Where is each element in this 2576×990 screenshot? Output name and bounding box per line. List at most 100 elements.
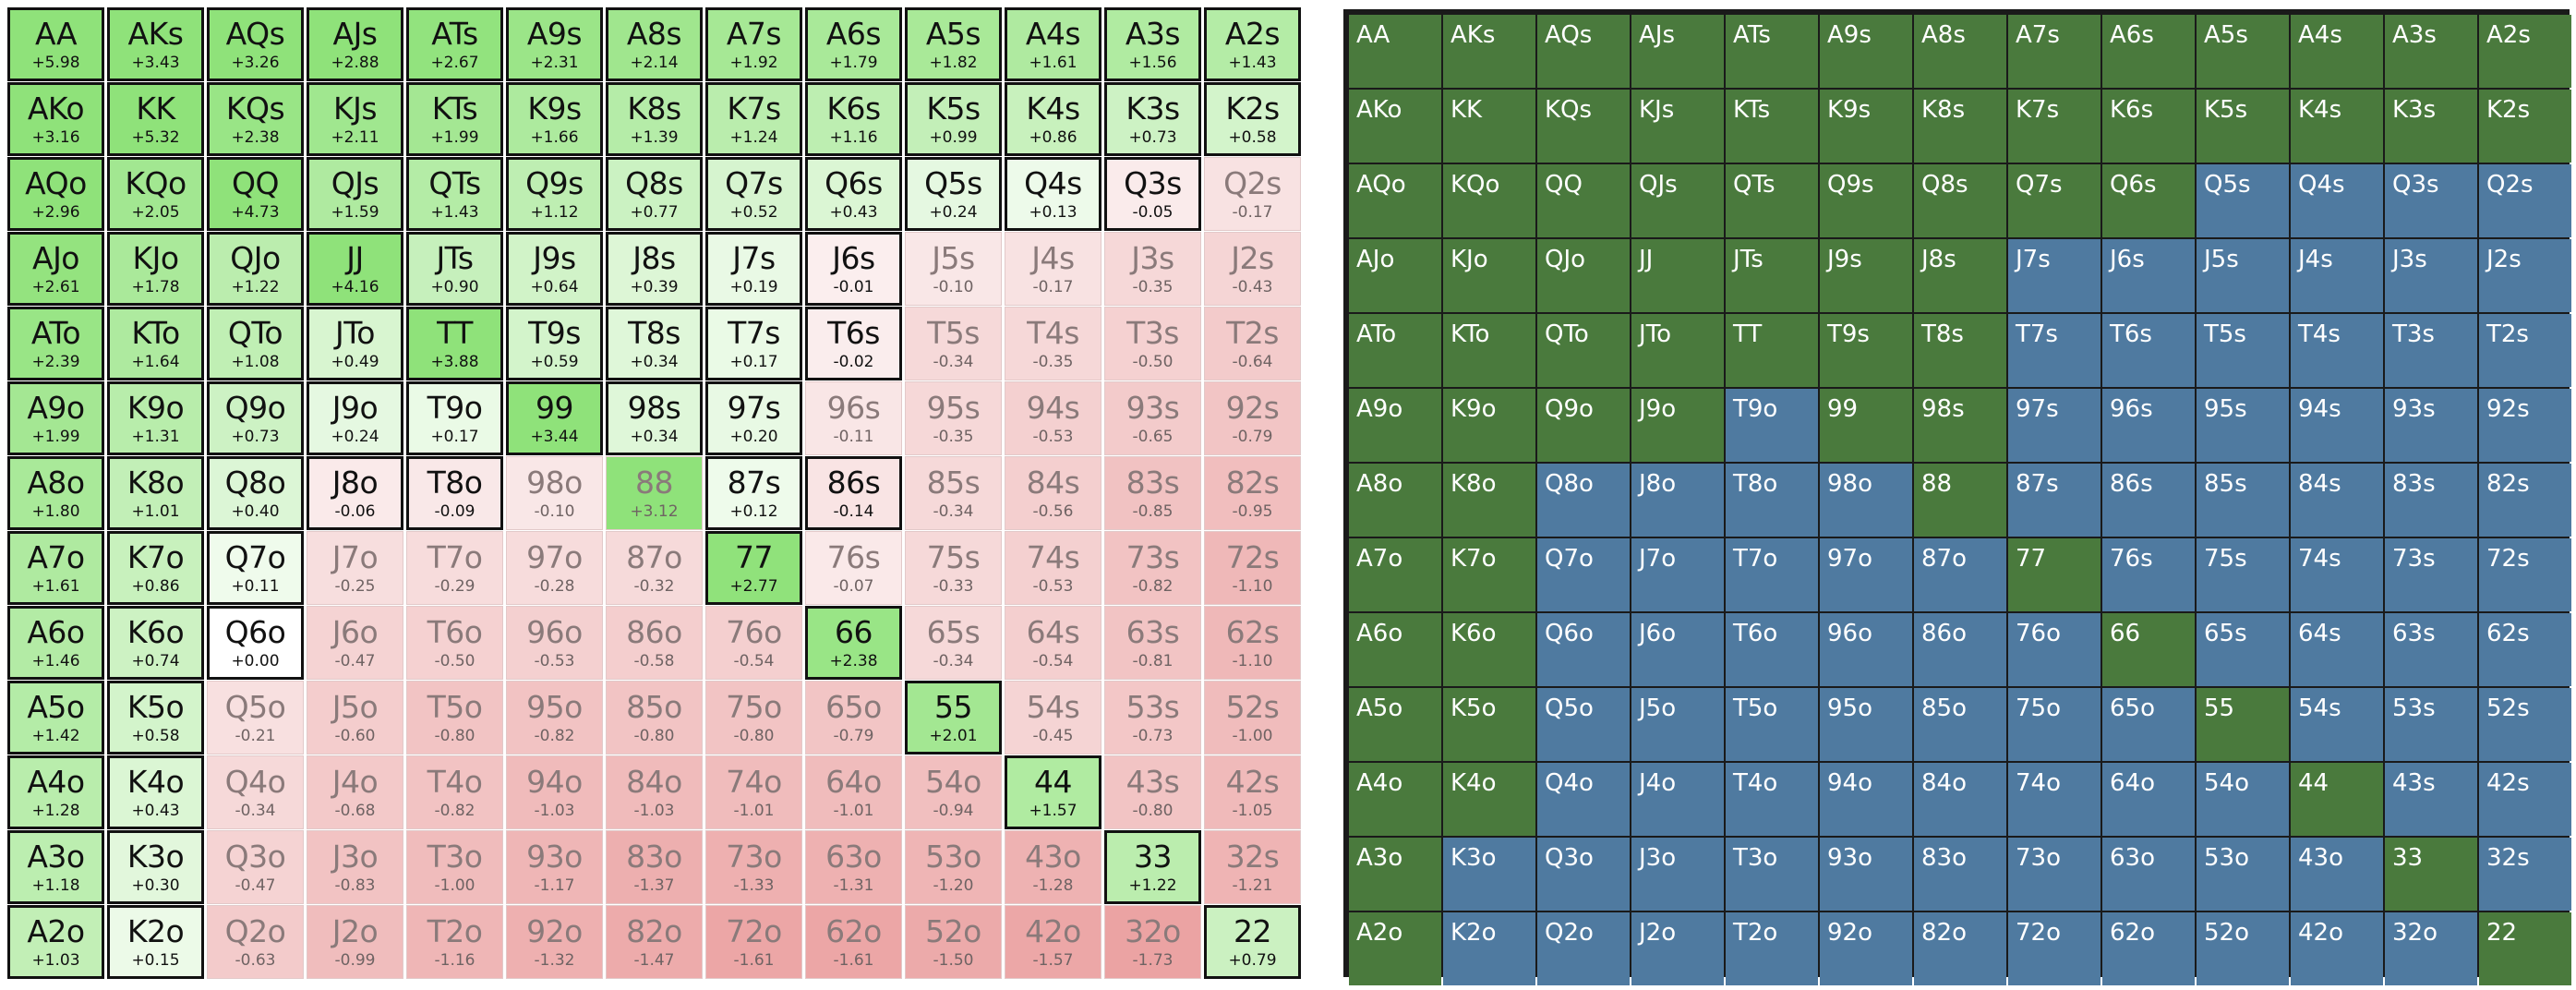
hand-cell[interactable]: J9o +0.24 xyxy=(307,381,403,455)
hand-cell[interactable]: 64s -0.54 xyxy=(1005,606,1101,680)
action-hand-cell[interactable]: K5o xyxy=(1443,688,1535,761)
hand-cell[interactable]: QJs +1.59 xyxy=(307,157,403,231)
hand-cell[interactable]: A3s +1.56 xyxy=(1104,7,1201,81)
hand-cell[interactable]: AJo +2.61 xyxy=(7,232,104,306)
hand-cell[interactable]: 22 +0.79 xyxy=(1204,905,1301,979)
hand-cell[interactable]: K7o +0.86 xyxy=(107,531,204,605)
hand-cell[interactable]: AA +5.98 xyxy=(7,7,104,81)
hand-cell[interactable]: 64o -1.01 xyxy=(805,755,902,829)
action-hand-cell[interactable]: A3o xyxy=(1349,838,1441,911)
action-hand-cell[interactable]: A8s xyxy=(1914,15,2006,88)
hand-cell[interactable]: J2o -0.99 xyxy=(307,905,403,979)
action-hand-cell[interactable]: 95s xyxy=(2197,389,2289,462)
hand-cell[interactable]: J5s -0.10 xyxy=(905,232,1002,306)
action-hand-cell[interactable]: 94o xyxy=(1820,763,1912,836)
action-hand-cell[interactable]: 53o xyxy=(2197,838,2289,911)
action-hand-cell[interactable]: Q3s xyxy=(2385,164,2477,237)
action-hand-cell[interactable]: 65s xyxy=(2197,613,2289,686)
action-hand-cell[interactable]: K7o xyxy=(1443,538,1535,611)
hand-cell[interactable]: 85o -0.80 xyxy=(606,681,703,755)
hand-cell[interactable]: 53o -1.20 xyxy=(905,830,1002,904)
hand-cell[interactable]: Q3o -0.47 xyxy=(207,830,304,904)
hand-cell[interactable]: KTs +1.99 xyxy=(406,82,503,156)
action-hand-cell[interactable]: 75s xyxy=(2197,538,2289,611)
hand-cell[interactable]: 65o -0.79 xyxy=(805,681,902,755)
hand-cell[interactable]: AQo +2.96 xyxy=(7,157,104,231)
action-hand-cell[interactable]: 64o xyxy=(2102,763,2195,836)
action-hand-cell[interactable]: 82s xyxy=(2479,464,2571,537)
action-hand-cell[interactable]: 72s xyxy=(2479,538,2571,611)
action-hand-cell[interactable]: A2o xyxy=(1349,912,1441,985)
action-hand-cell[interactable]: KK xyxy=(1443,90,1535,163)
action-hand-cell[interactable]: J3s xyxy=(2385,239,2477,312)
action-hand-cell[interactable]: QQ xyxy=(1537,164,1630,237)
hand-cell[interactable]: T5o -0.80 xyxy=(406,681,503,755)
action-hand-cell[interactable]: 65o xyxy=(2102,688,2195,761)
action-hand-cell[interactable]: JJ xyxy=(1631,239,1724,312)
action-hand-cell[interactable]: 32s xyxy=(2479,838,2571,911)
hand-cell[interactable]: 98o -0.10 xyxy=(506,456,603,530)
hand-cell[interactable]: J9s +0.64 xyxy=(506,232,603,306)
action-hand-cell[interactable]: KTo xyxy=(1443,314,1535,387)
hand-cell[interactable]: T7s +0.17 xyxy=(705,307,802,380)
action-hand-cell[interactable]: A9o xyxy=(1349,389,1441,462)
hand-cell[interactable]: ATs +2.67 xyxy=(406,7,503,81)
hand-cell[interactable]: KQo +2.05 xyxy=(107,157,204,231)
hand-cell[interactable]: J8s +0.39 xyxy=(606,232,703,306)
action-hand-cell[interactable]: T9o xyxy=(1726,389,1818,462)
hand-cell[interactable]: K8s +1.39 xyxy=(606,82,703,156)
action-hand-cell[interactable]: 62o xyxy=(2102,912,2195,985)
action-hand-cell[interactable]: 62s xyxy=(2479,613,2571,686)
hand-cell[interactable]: 82s -0.95 xyxy=(1204,456,1301,530)
hand-cell[interactable]: Q2o -0.63 xyxy=(207,905,304,979)
hand-cell[interactable]: A8o +1.80 xyxy=(7,456,104,530)
action-hand-cell[interactable]: 82o xyxy=(1914,912,2006,985)
action-hand-cell[interactable]: 86o xyxy=(1914,613,2006,686)
hand-cell[interactable]: 75s -0.33 xyxy=(905,531,1002,605)
hand-cell[interactable]: K8o +1.01 xyxy=(107,456,204,530)
hand-cell[interactable]: 73o -1.33 xyxy=(705,830,802,904)
hand-cell[interactable]: KJs +2.11 xyxy=(307,82,403,156)
action-hand-cell[interactable]: T8s xyxy=(1914,314,2006,387)
action-hand-cell[interactable]: J8o xyxy=(1631,464,1724,537)
hand-cell[interactable]: K5s +0.99 xyxy=(905,82,1002,156)
hand-cell[interactable]: K4o +0.43 xyxy=(107,755,204,829)
action-hand-cell[interactable]: T4o xyxy=(1726,763,1818,836)
action-hand-cell[interactable]: QJo xyxy=(1537,239,1630,312)
hand-cell[interactable]: 42s -1.05 xyxy=(1204,755,1301,829)
action-hand-cell[interactable]: QJs xyxy=(1631,164,1724,237)
action-hand-cell[interactable]: QTs xyxy=(1726,164,1818,237)
action-hand-cell[interactable]: T8o xyxy=(1726,464,1818,537)
action-hand-cell[interactable]: 63s xyxy=(2385,613,2477,686)
action-hand-cell[interactable]: Q8o xyxy=(1537,464,1630,537)
action-hand-cell[interactable]: Q9o xyxy=(1537,389,1630,462)
action-hand-cell[interactable]: A4s xyxy=(2291,15,2383,88)
hand-cell[interactable]: 88 +3.12 xyxy=(606,456,703,530)
hand-cell[interactable]: J5o -0.60 xyxy=(307,681,403,755)
hand-cell[interactable]: 87o -0.32 xyxy=(606,531,703,605)
hand-cell[interactable]: A9s +2.31 xyxy=(506,7,603,81)
hand-cell[interactable]: 63s -0.81 xyxy=(1104,606,1201,680)
action-hand-cell[interactable]: 85o xyxy=(1914,688,2006,761)
action-hand-cell[interactable]: T5s xyxy=(2197,314,2289,387)
action-hand-cell[interactable]: K8s xyxy=(1914,90,2006,163)
action-hand-cell[interactable]: AQo xyxy=(1349,164,1441,237)
hand-cell[interactable]: T4s -0.35 xyxy=(1005,307,1101,380)
action-hand-cell[interactable]: Q2o xyxy=(1537,912,1630,985)
hand-cell[interactable]: 87s +0.12 xyxy=(705,456,802,530)
action-hand-cell[interactable]: 96s xyxy=(2102,389,2195,462)
hand-cell[interactable]: J4s -0.17 xyxy=(1005,232,1101,306)
hand-cell[interactable]: 44 +1.57 xyxy=(1005,755,1101,829)
hand-cell[interactable]: 62s -1.10 xyxy=(1204,606,1301,680)
hand-cell[interactable]: T9o +0.17 xyxy=(406,381,503,455)
hand-cell[interactable]: 86s -0.14 xyxy=(805,456,902,530)
hand-cell[interactable]: TT +3.88 xyxy=(406,307,503,380)
hand-cell[interactable]: Q4s +0.13 xyxy=(1005,157,1101,231)
hand-cell[interactable]: A3o +1.18 xyxy=(7,830,104,904)
action-hand-cell[interactable]: 53s xyxy=(2385,688,2477,761)
hand-cell[interactable]: A5s +1.82 xyxy=(905,7,1002,81)
hand-cell[interactable]: J8o -0.06 xyxy=(307,456,403,530)
action-hand-cell[interactable]: TT xyxy=(1726,314,1818,387)
hand-cell[interactable]: 74o -1.01 xyxy=(705,755,802,829)
action-hand-cell[interactable]: T3s xyxy=(2385,314,2477,387)
